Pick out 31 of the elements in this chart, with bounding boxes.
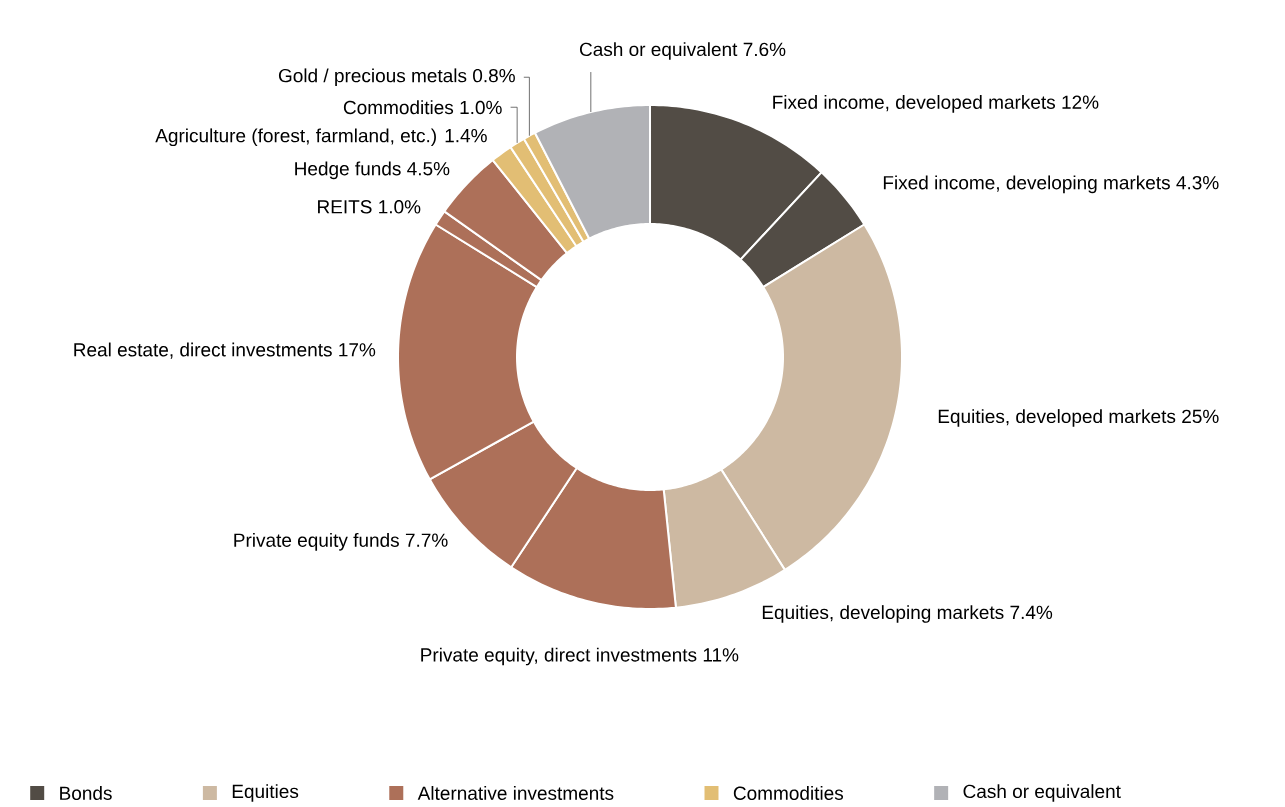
data-label: 1.4%: [445, 128, 487, 143]
data-label: 4.5%: [407, 162, 450, 176]
data-label: 7.7%: [405, 533, 448, 547]
data-label: 12%: [1062, 95, 1099, 109]
slice-label: Real estate, direct investments: [74, 342, 332, 359]
slice-label: Equities, developing markets: [762, 605, 1004, 623]
data-label: 17%: [339, 343, 376, 357]
data-label: 25%: [1182, 409, 1219, 424]
text: Bonds: [60, 786, 112, 800]
slice-label: Hedge funds: [295, 161, 401, 180]
text: Commodities: [733, 786, 844, 800]
slice-label: Fixed income, developed markets: [773, 94, 1056, 113]
data-label: 4.3%: [1176, 175, 1219, 190]
slice-label: Private equity funds: [234, 532, 399, 551]
data-label: 1.0%: [379, 200, 421, 214]
slice-label: REITS: [318, 200, 372, 214]
data-label: 7.4%: [1010, 605, 1053, 620]
slice-label: Agriculture (forest, farmland, etc.): [155, 128, 436, 147]
slice-label: Fixed income, developing markets: [883, 175, 1170, 194]
data-label: 7.6%: [743, 42, 786, 57]
data-label: 0.8%: [473, 68, 515, 83]
text: Cash or equivalent: [963, 784, 1121, 802]
slice-label: Equities, developed markets: [938, 409, 1176, 427]
slice-label: Commodities: [343, 100, 454, 115]
slice-label: Cash or equivalent: [579, 42, 738, 60]
text: Alternative investments: [417, 786, 614, 800]
text: Equities: [232, 784, 299, 802]
data-label: 1.0%: [460, 100, 502, 115]
slice-label: Private equity, direct investments: [421, 647, 697, 666]
data-label: 11%: [703, 648, 739, 662]
slice-label: Gold / precious metals: [278, 68, 467, 87]
